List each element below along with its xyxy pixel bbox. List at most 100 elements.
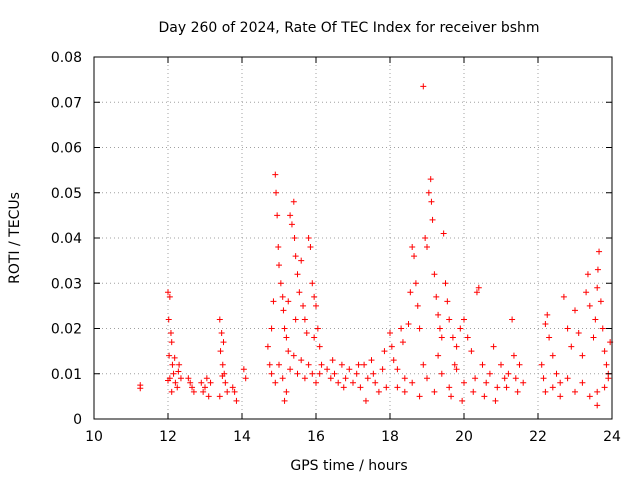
data-point (409, 379, 416, 386)
data-point (560, 293, 567, 300)
data-point (364, 375, 371, 382)
data-point (401, 388, 408, 395)
x-tick-label: 14 (233, 429, 251, 445)
y-tick-label: 0.06 (51, 141, 82, 157)
data-point (501, 375, 508, 382)
data-point (503, 384, 510, 391)
data-point (283, 334, 290, 341)
data-point (338, 361, 345, 368)
data-point (399, 339, 406, 346)
data-point (167, 330, 174, 337)
data-point (309, 370, 316, 377)
data-point (200, 388, 207, 395)
data-point (457, 325, 464, 332)
data-point (198, 379, 205, 386)
data-point (572, 388, 578, 395)
data-point (411, 253, 418, 260)
data-point (292, 253, 299, 260)
data-point (435, 352, 442, 359)
data-point (290, 198, 297, 205)
data-point (187, 379, 194, 386)
x-tick-label: 24 (603, 429, 621, 445)
data-point (203, 375, 210, 382)
data-point (486, 370, 493, 377)
data-point (436, 325, 443, 332)
data-point (169, 361, 176, 368)
data-point (401, 375, 408, 382)
data-point (542, 320, 549, 327)
data-point (329, 357, 336, 364)
data-point (318, 361, 325, 368)
data-point (216, 393, 223, 400)
data-point (583, 289, 590, 296)
data-point (498, 361, 504, 368)
data-point (557, 393, 564, 400)
data-point (305, 235, 312, 241)
data-point (481, 393, 488, 400)
axis-ticks: 10 12 14 16 18 20 22 24 0 0.01 0.02 0.03 0.04 0.05 0.0… (51, 50, 621, 445)
data-point (300, 302, 307, 309)
chart-title: Day 260 of 2024, Rate Of TEC Index for r… (158, 20, 539, 36)
data-point (327, 375, 334, 382)
data-point (575, 330, 582, 337)
data-point (472, 375, 479, 382)
data-point (217, 348, 224, 355)
data-point (416, 393, 423, 400)
data-point (431, 271, 438, 278)
data-point (285, 298, 292, 305)
data-point (353, 370, 360, 377)
data-point (438, 334, 445, 341)
data-point (425, 189, 432, 196)
data-point (189, 384, 196, 391)
data-point (435, 311, 442, 318)
data-point (290, 352, 297, 359)
data-point (549, 352, 556, 359)
data-point (368, 357, 375, 364)
data-point (311, 334, 318, 341)
data-point (379, 366, 386, 373)
data-point (168, 339, 175, 346)
y-tick-label: 0.01 (51, 367, 82, 383)
data-point (220, 339, 227, 346)
y-tick-label: 0.07 (51, 95, 82, 111)
data-point (222, 379, 229, 386)
x-tick-label: 20 (455, 429, 473, 445)
data-point (301, 375, 308, 382)
data-point (586, 302, 593, 309)
data-point (231, 388, 238, 395)
data-point (219, 361, 226, 368)
data-points (137, 83, 614, 409)
data-point (579, 352, 586, 359)
data-point (470, 388, 477, 395)
data-point (416, 325, 423, 332)
data-point (572, 307, 578, 314)
data-point (340, 384, 347, 391)
data-point (407, 289, 414, 296)
data-point (355, 361, 362, 368)
data-point (294, 271, 301, 278)
data-point (420, 361, 427, 368)
data-point (279, 293, 286, 300)
x-tick-label: 22 (529, 429, 547, 445)
data-point (172, 379, 179, 386)
data-point (546, 334, 553, 341)
data-point (383, 384, 390, 391)
data-point (483, 379, 490, 386)
data-point (444, 298, 451, 305)
data-point (459, 397, 466, 404)
x-tick-label: 18 (381, 429, 399, 445)
data-point (270, 298, 277, 305)
data-point (177, 375, 184, 382)
y-tick-label: 0.02 (51, 322, 82, 338)
data-point (388, 343, 395, 350)
data-point (219, 373, 226, 380)
data-point (603, 361, 610, 368)
data-point (205, 393, 212, 400)
data-point (594, 266, 601, 273)
data-point (586, 393, 593, 400)
data-point (335, 379, 342, 386)
data-point (510, 352, 517, 359)
data-point (394, 384, 401, 391)
data-point (301, 316, 308, 323)
data-point (357, 384, 364, 391)
